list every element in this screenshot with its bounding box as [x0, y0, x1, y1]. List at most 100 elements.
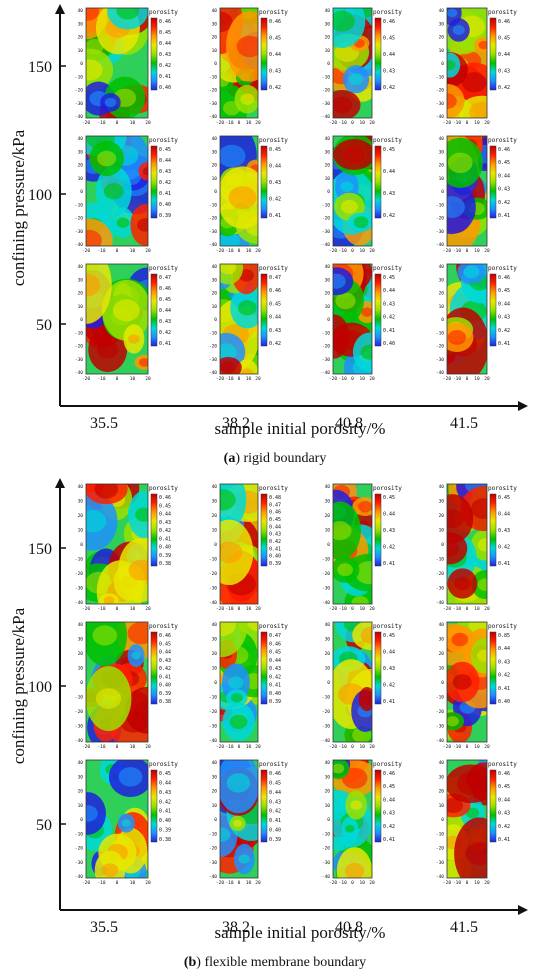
colorbar-tick-label: 0.46: [383, 19, 395, 25]
colorbar-tick-label: 0.45: [159, 641, 171, 647]
cell-x-tick: 0: [238, 248, 241, 254]
cell-y-tick: -10: [322, 557, 330, 563]
cell-x-tick: -10: [225, 744, 233, 750]
porosity-region-core: [135, 700, 148, 721]
cell-y-tick: 10: [212, 48, 218, 54]
cell-x-tick: 0: [238, 376, 241, 382]
cell-y-tick: 20: [212, 513, 218, 519]
porosity-region-core: [333, 273, 346, 289]
cell-y-tick: -20: [209, 216, 217, 222]
cell-x-tick: 20: [484, 376, 490, 382]
colorbar-tick-label: 0.42: [269, 197, 281, 203]
cell-y-tick: -20: [322, 571, 330, 577]
y-tick-label: 100: [28, 187, 52, 204]
caption-text: ) rigid boundary: [235, 451, 326, 466]
porosity-region-core: [447, 93, 457, 109]
cell-y-tick: -20: [322, 344, 330, 350]
cell-y-tick: -20: [75, 709, 83, 715]
porosity-region-core: [465, 842, 487, 866]
colorbar-tick-label: 0.41: [498, 213, 510, 219]
colorbar-tick-label: 0.43: [383, 811, 395, 817]
x-tick-label: 40.8: [335, 415, 363, 432]
cell-y-tick: 30: [439, 277, 445, 283]
cell-frame: [85, 483, 149, 605]
cell-x-tick: 0: [466, 880, 469, 886]
cell-frame: [219, 621, 259, 743]
colorbar-tick-label: 0.43: [498, 528, 510, 534]
cell-y-tick: 20: [439, 35, 445, 41]
cell-y-tick: 40: [212, 484, 218, 490]
porosity-field: [86, 760, 148, 878]
cell-x-tick: -10: [97, 120, 105, 126]
cell-y-tick: -40: [75, 874, 83, 880]
colorbar: [489, 145, 497, 219]
cell-y-tick: 30: [212, 21, 218, 27]
colorbar-title: porosity: [373, 137, 402, 144]
x-tick-label: 40.8: [335, 919, 363, 936]
cell-y-tick: 40: [78, 264, 84, 270]
colorbar-tick-label: 0.45: [383, 36, 395, 42]
cell-y-tick: 20: [325, 513, 331, 519]
colorbar-tick-label: 0.46: [383, 771, 395, 777]
cell-y-tick: -10: [209, 330, 217, 336]
colorbar-title: porosity: [259, 265, 288, 272]
cell-x-tick: 20: [369, 880, 375, 886]
cell-y-tick: 30: [212, 149, 218, 155]
cell-x-tick: 10: [360, 248, 366, 254]
porosity-region-core: [345, 825, 355, 833]
cell-y-tick: -10: [209, 202, 217, 208]
cell-y-tick: 30: [325, 21, 331, 27]
cell-x-tick: -10: [339, 248, 347, 254]
porosity-field: [220, 760, 258, 878]
cell-x-tick: -10: [453, 606, 461, 612]
colorbar: [260, 17, 268, 91]
cell-y-tick: 10: [78, 666, 84, 672]
colorbar-tick-label: 0.45: [159, 771, 171, 777]
cell-y-tick: 20: [325, 651, 331, 657]
colorbar-tick-label: 0.41: [383, 328, 395, 334]
cell-x-tick: -10: [225, 120, 233, 126]
cell-x-tick: -20: [443, 606, 451, 612]
cell-y-tick: -40: [322, 874, 330, 880]
cell-x-tick: 0: [116, 744, 119, 750]
x-tick-label: 35.5: [90, 919, 118, 936]
cell-y-tick: 30: [212, 277, 218, 283]
cell-y-tick: 40: [325, 264, 331, 270]
colorbar: [489, 493, 497, 567]
porosity-region-core: [233, 819, 243, 827]
cell-frame: [219, 7, 259, 119]
colorbar: [150, 493, 158, 567]
porosity-region-core: [128, 559, 148, 581]
colorbar: [374, 145, 382, 219]
cell-y-tick: -20: [209, 846, 217, 852]
cell-y-tick: 10: [439, 304, 445, 310]
colorbar-tick-label: 0.42: [383, 315, 395, 321]
cell-y-tick: -40: [436, 370, 444, 376]
cell-y-tick: -30: [75, 357, 83, 363]
cell-x-tick: -20: [82, 248, 90, 254]
cell-y-tick: -30: [209, 357, 217, 363]
colorbar-tick-label: 0.44: [269, 52, 281, 58]
cell-x-tick: 20: [484, 606, 490, 612]
colorbar-tick-label: 0.43: [159, 319, 171, 325]
cell-x-tick: 0: [116, 376, 119, 382]
colorbar-title: porosity: [259, 761, 288, 768]
cell-x-tick: -20: [216, 376, 224, 382]
cell-x-tick: -20: [82, 606, 90, 612]
porosity-region-core: [348, 73, 364, 86]
colorbar-tick-label: 0.41: [269, 546, 281, 552]
cell-x-tick: 20: [255, 376, 261, 382]
colorbar: [150, 769, 158, 843]
cell-y-tick: -20: [322, 709, 330, 715]
cell-x-tick: -10: [225, 606, 233, 612]
cell-y-tick: 0: [327, 680, 330, 686]
cell-x-tick: 0: [116, 120, 119, 126]
colorbar-tick-label: 0.41: [159, 536, 171, 542]
cell-x-tick: 0: [116, 248, 119, 254]
porosity-region-core: [477, 578, 487, 591]
colorbar-tick-label: 0.44: [383, 797, 395, 803]
